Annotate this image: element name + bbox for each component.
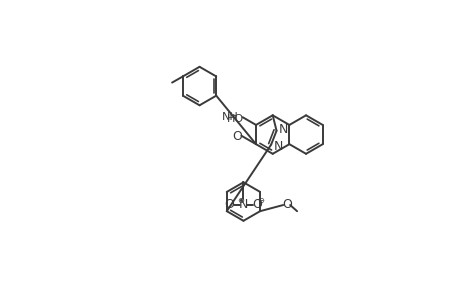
Text: O: O bbox=[231, 130, 241, 143]
Text: N: N bbox=[278, 123, 287, 136]
Text: NH: NH bbox=[221, 112, 238, 122]
Text: ⊕: ⊕ bbox=[236, 196, 243, 205]
Text: O: O bbox=[252, 198, 262, 211]
Text: O: O bbox=[224, 198, 234, 211]
Text: N: N bbox=[273, 140, 282, 153]
Text: ⊖: ⊖ bbox=[256, 196, 263, 205]
Text: N: N bbox=[238, 198, 247, 211]
Text: O: O bbox=[281, 198, 291, 211]
Text: HO: HO bbox=[226, 114, 243, 124]
